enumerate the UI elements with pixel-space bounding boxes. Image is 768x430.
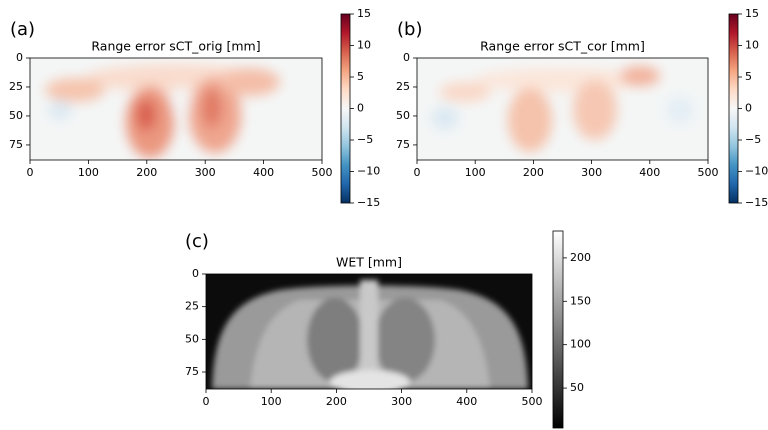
heatmap-image [417, 58, 708, 160]
colorbar-tick-label: −5 [357, 133, 373, 146]
x-tick-label: 300 [391, 395, 412, 408]
x-tick-label: 0 [203, 395, 210, 408]
x-tick-label: 0 [414, 166, 421, 179]
x-tick-label: 400 [456, 395, 477, 408]
y-tick-label: 50 [9, 109, 23, 122]
y-tick-label: 50 [185, 332, 199, 345]
y-tick-label: 75 [185, 365, 199, 378]
y-tick-label: 50 [396, 109, 410, 122]
x-tick-label: 100 [465, 166, 486, 179]
colorbar-tick-label: 5 [357, 70, 364, 83]
x-tick-label: 300 [581, 166, 602, 179]
x-tick-label: 400 [639, 166, 660, 179]
heatmap-image [30, 58, 322, 160]
x-tick-label: 400 [253, 166, 274, 179]
chart-title: Range error sCT_cor [mm] [480, 39, 645, 54]
axes-frame [29, 57, 323, 161]
panel-label: (a) [10, 19, 35, 40]
axes-frame [205, 273, 533, 390]
chart-title: WET [mm] [336, 255, 402, 270]
colorbar-tick-label: −15 [357, 196, 380, 209]
panel-label: (c) [185, 231, 209, 252]
colorbar-tick-label: −15 [745, 196, 768, 209]
y-tick-label: 0 [192, 267, 199, 280]
y-tick-label: 0 [403, 51, 410, 64]
x-tick-label: 200 [523, 166, 544, 179]
y-tick-label: 25 [185, 300, 199, 313]
colorbar-tick-label: −5 [745, 133, 761, 146]
colorbar-tick-label: 100 [570, 338, 591, 351]
x-tick-label: 200 [136, 166, 157, 179]
x-tick-label: 100 [78, 166, 99, 179]
y-tick-label: 25 [9, 80, 23, 93]
x-tick-label: 200 [326, 395, 347, 408]
colorbar-tick-label: 150 [570, 294, 591, 307]
colorbar-tick-label: 0 [357, 102, 364, 115]
colorbar-tick-label: 15 [745, 7, 759, 20]
y-tick-label: 25 [396, 80, 410, 93]
colorbar-tick-label: 10 [357, 39, 371, 52]
y-tick-label: 0 [16, 51, 23, 64]
colorbar-tick-label: 50 [570, 381, 584, 394]
colorbar-tick-label: −10 [745, 165, 768, 178]
chart-title: Range error sCT_orig [mm] [91, 39, 260, 54]
colorbar-tick-label: 0 [745, 102, 752, 115]
x-tick-label: 0 [27, 166, 34, 179]
x-tick-label: 500 [698, 166, 719, 179]
x-tick-label: 300 [195, 166, 216, 179]
heatmap-image [206, 274, 532, 389]
x-tick-label: 500 [312, 166, 333, 179]
colorbar [552, 230, 564, 429]
colorbar-tick-label: 200 [570, 251, 591, 264]
colorbar-tick-label: −10 [357, 165, 380, 178]
x-tick-label: 100 [261, 395, 282, 408]
colorbar [728, 13, 739, 204]
x-tick-label: 500 [522, 395, 543, 408]
colorbar-tick-label: 10 [745, 39, 759, 52]
axes-frame [416, 57, 709, 161]
colorbar-tick-label: 15 [357, 7, 371, 20]
y-tick-label: 75 [9, 138, 23, 151]
colorbar-tick-label: 5 [745, 70, 752, 83]
colorbar [340, 13, 351, 204]
y-tick-label: 75 [396, 138, 410, 151]
panel-label: (b) [397, 19, 422, 40]
